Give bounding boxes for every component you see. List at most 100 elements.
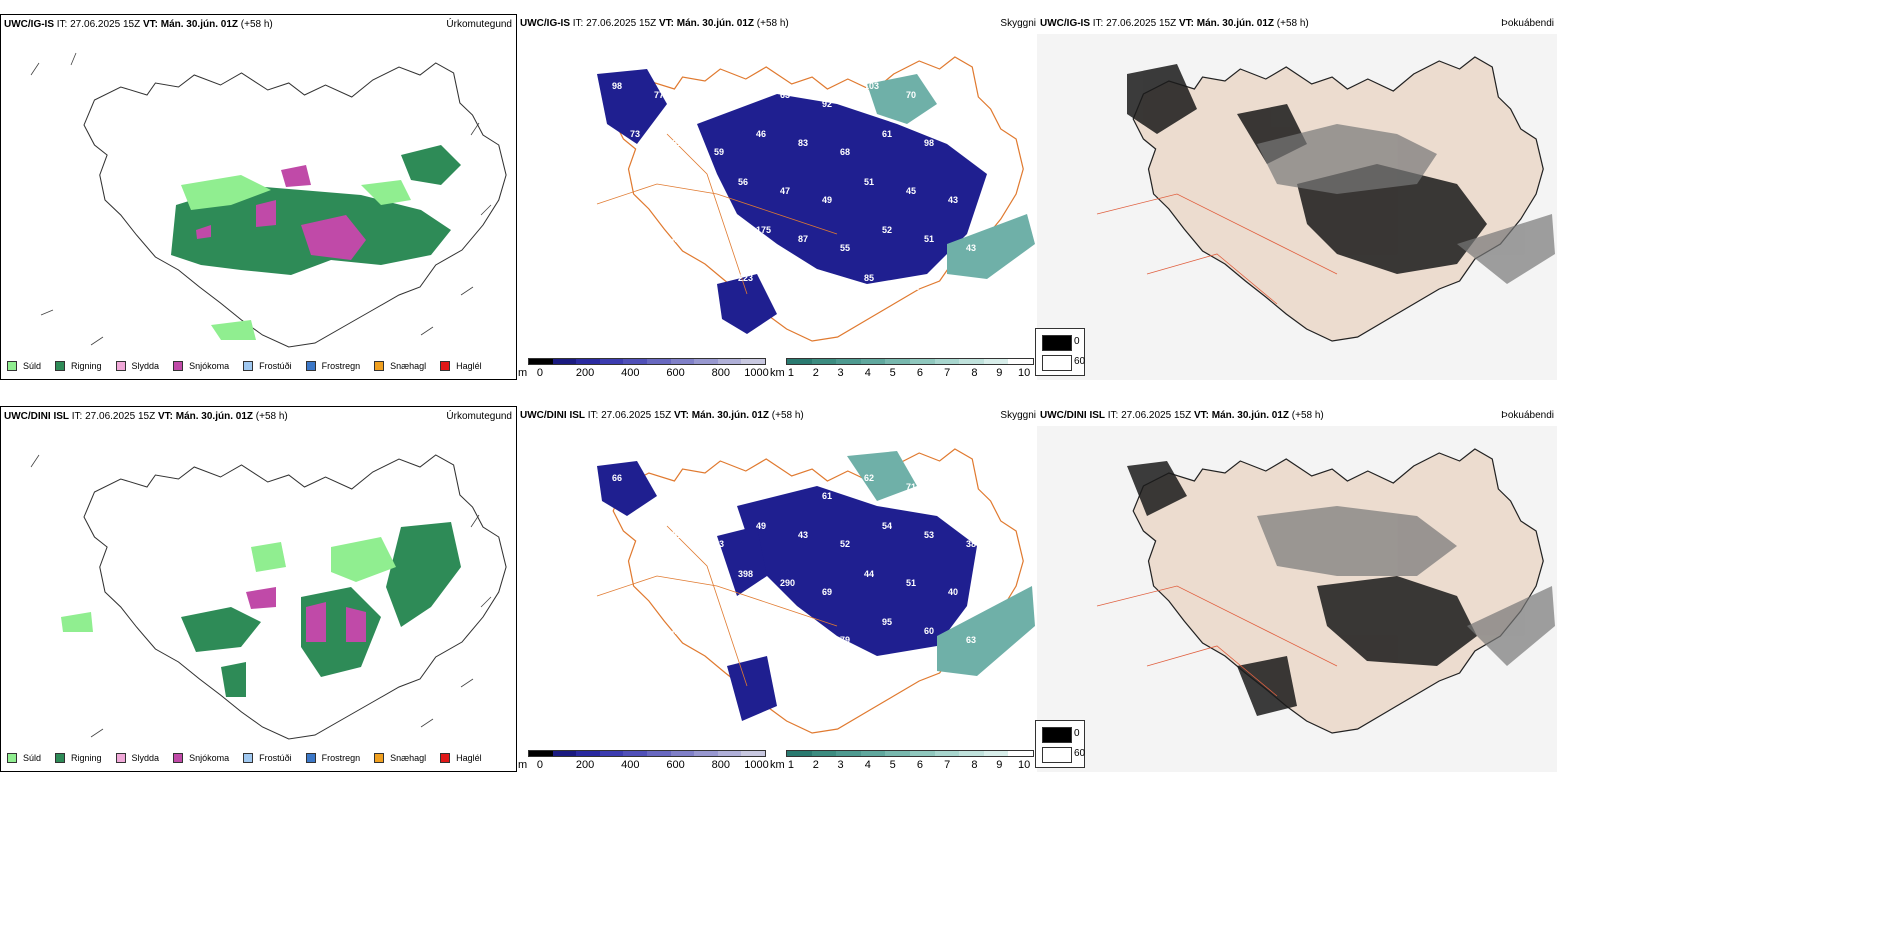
panel-variable-name: Þokuábendi xyxy=(1501,410,1554,421)
colorbar-tick: 6 xyxy=(916,367,923,379)
colorbar-tick: 1000 xyxy=(744,759,769,771)
visibility-value-label: 83 xyxy=(780,282,790,292)
visibility-value-label: 63 xyxy=(966,635,976,645)
legend-high-label: 60 xyxy=(1074,356,1086,367)
legend-swatch xyxy=(243,361,254,371)
visibility-value-label: 59 xyxy=(714,147,724,157)
visibility-value-label: 98 xyxy=(612,81,622,91)
legend-swatch xyxy=(374,361,385,371)
visibility-value-label: 188 xyxy=(756,617,771,627)
colorbar-tick: 6 xyxy=(916,759,923,771)
legend-item: Snæhagl xyxy=(374,753,426,763)
visibility-value-label: 62 xyxy=(738,81,748,91)
legend-item: Snæhagl xyxy=(374,361,426,371)
fog-panel-row1: UWC/IG-IS IT: 27.06.2025 15Z VT: Mán. 30… xyxy=(1037,14,1557,380)
visibility-value-label: 101 xyxy=(612,177,627,187)
panel-title: UWC/DINI ISL IT: 27.06.2025 15Z VT: Mán.… xyxy=(1040,410,1324,421)
panel-title: UWC/DINI ISL IT: 27.06.2025 15Z VT: Mán.… xyxy=(4,411,288,422)
visibility-value-label: 79 xyxy=(840,635,850,645)
legend-item: Slydda xyxy=(115,753,159,763)
visibility-value-label: 139 xyxy=(798,626,813,636)
colorbar-strip xyxy=(528,358,766,365)
visibility-map: 98 77 52 62 63 92 103 70 52 73 61 59 46 83 68 61 98 87 101… xyxy=(596,56,1035,342)
visibility-value-label: 83 xyxy=(798,138,808,148)
visibility-value-label: 83 xyxy=(714,539,724,549)
colorbar-tick: 800 xyxy=(711,759,730,771)
visibility-value-label: 85 xyxy=(864,273,874,283)
visibility-value-label: 92 xyxy=(822,99,832,109)
legend-item: Súld xyxy=(7,361,41,371)
colorbar-strip xyxy=(528,750,766,757)
visibility-value-label: 109 xyxy=(696,291,711,301)
visibility-colorbar-row2: km 1 2 3 4 5 6 7 8 9 10 xyxy=(770,750,1034,771)
colorbar-tick: 5 xyxy=(889,759,896,771)
colorbar-tick: 10 xyxy=(1017,367,1031,379)
panel-variable-name: Þokuábendi xyxy=(1501,18,1554,29)
colorbar-unit: km xyxy=(770,367,785,379)
visibility-value-label: 49 xyxy=(822,195,832,205)
visibility-value-label: 77 xyxy=(654,90,664,100)
legend-swatch xyxy=(305,361,316,371)
colorbar-tick: 10 xyxy=(1017,759,1031,771)
visibility-panel-row2: UWC/DINI ISL IT: 27.06.2025 15Z VT: Mán.… xyxy=(517,406,1037,772)
legend-swatch xyxy=(115,753,126,763)
visibility-value-label: 43 xyxy=(672,626,682,636)
legend-swatch xyxy=(440,361,451,371)
precip-panel-row2: UWC/DINI ISL IT: 27.06.2025 15Z VT: Mán.… xyxy=(0,406,517,772)
visibility-value-label: 61 xyxy=(882,129,892,139)
visibility-value-label: 55 xyxy=(696,195,706,205)
visibility-value-label: 53 xyxy=(924,530,934,540)
visibility-value-label: 66 xyxy=(612,473,622,483)
legend-swatch xyxy=(7,361,17,371)
visibility-value-label: 63 xyxy=(780,90,790,100)
legend-swatch xyxy=(374,753,385,763)
visibility-value-label: 175 xyxy=(756,225,771,235)
colorbar-unit: m xyxy=(518,759,528,771)
elevation-colorbar-row1: m 0 200 400 600 800 1000 xyxy=(518,358,769,379)
visibility-value-label: 37 xyxy=(612,665,622,675)
visibility-value-label: 61 xyxy=(822,491,832,501)
visibility-value-label: 290 xyxy=(780,578,795,588)
legend-swatch xyxy=(55,753,66,763)
visibility-value-label: 51 xyxy=(924,234,934,244)
legend-swatch xyxy=(173,753,184,763)
legend-swatch-dark xyxy=(1042,727,1072,743)
legend-item: Rigning xyxy=(55,753,102,763)
legend-item: Snjókoma xyxy=(173,753,229,763)
colorbar-unit: km xyxy=(770,759,785,771)
precip-map xyxy=(30,454,507,740)
visibility-value-label: 174 xyxy=(654,578,669,588)
colorbar-tick: 8 xyxy=(971,759,978,771)
visibility-value-label: 43 xyxy=(948,195,958,205)
visibility-value-label: 96 xyxy=(654,482,664,492)
colorbar-tick: 2 xyxy=(812,759,819,771)
visibility-value-label: 98 xyxy=(924,138,934,148)
colorbar-tick: 600 xyxy=(666,759,685,771)
panel-title: UWC/DINI ISL IT: 27.06.2025 15Z VT: Mán.… xyxy=(520,410,804,421)
visibility-value-label: 87 xyxy=(798,234,808,244)
colorbar-tick: 3 xyxy=(837,759,844,771)
visibility-value-label: 90 xyxy=(948,491,958,501)
colorbar-tick: 2 xyxy=(812,367,819,379)
legend-swatch-light xyxy=(1042,355,1072,371)
colorbar-tick: 5 xyxy=(889,367,896,379)
visibility-value-label: 41 xyxy=(672,234,682,244)
visibility-value-label: 73 xyxy=(630,129,640,139)
visibility-value-label: 60 xyxy=(924,626,934,636)
visibility-value-label: 51 xyxy=(906,578,916,588)
visibility-value-label: 37 xyxy=(630,225,640,235)
panel-title: UWC/IG-IS IT: 27.06.2025 15Z VT: Mán. 30… xyxy=(1040,18,1309,29)
legend-item: Frostregn xyxy=(305,753,360,763)
visibility-value-label: 398 xyxy=(738,569,753,579)
legend-swatch-dark xyxy=(1042,335,1072,351)
visibility-value-label: 52 xyxy=(696,99,706,109)
colorbar-tick: 200 xyxy=(575,759,595,771)
legend-item: Frostúði xyxy=(243,361,292,371)
visibility-value-label: 55 xyxy=(840,243,850,253)
visibility-value-label: 70 xyxy=(906,90,916,100)
visibility-value-label: 43 xyxy=(798,530,808,540)
visibility-value-label: 87 xyxy=(966,147,976,157)
visibility-value-label: 51 xyxy=(672,530,682,540)
visibility-value-label: 103 xyxy=(864,81,879,91)
visibility-value-label: 52 xyxy=(948,99,958,109)
